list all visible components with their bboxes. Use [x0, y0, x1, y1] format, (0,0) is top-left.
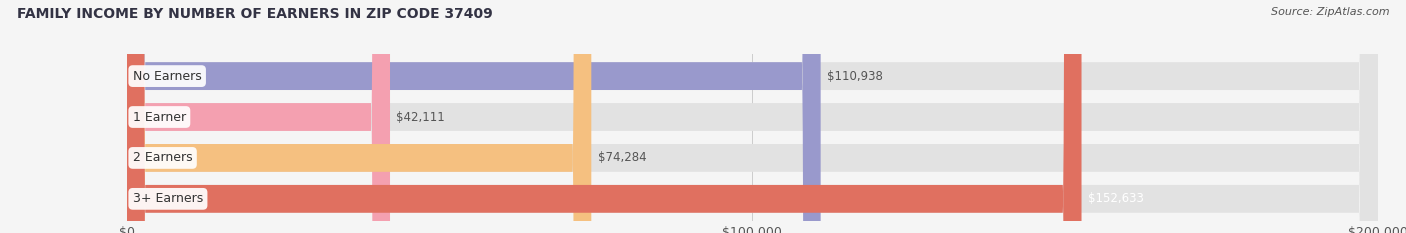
Text: FAMILY INCOME BY NUMBER OF EARNERS IN ZIP CODE 37409: FAMILY INCOME BY NUMBER OF EARNERS IN ZI…	[17, 7, 492, 21]
Text: Source: ZipAtlas.com: Source: ZipAtlas.com	[1271, 7, 1389, 17]
FancyBboxPatch shape	[127, 0, 1378, 233]
FancyBboxPatch shape	[127, 0, 1378, 233]
Text: $110,938: $110,938	[827, 70, 883, 82]
FancyBboxPatch shape	[127, 0, 1081, 233]
Text: 3+ Earners: 3+ Earners	[132, 192, 202, 205]
FancyBboxPatch shape	[127, 0, 1378, 233]
FancyBboxPatch shape	[127, 0, 389, 233]
Text: 1 Earner: 1 Earner	[132, 110, 186, 123]
FancyBboxPatch shape	[127, 0, 1378, 233]
FancyBboxPatch shape	[127, 0, 592, 233]
Text: $74,284: $74,284	[598, 151, 647, 164]
FancyBboxPatch shape	[127, 0, 821, 233]
Text: $152,633: $152,633	[1088, 192, 1143, 205]
Text: No Earners: No Earners	[132, 70, 201, 82]
Text: $42,111: $42,111	[396, 110, 446, 123]
Text: 2 Earners: 2 Earners	[132, 151, 193, 164]
